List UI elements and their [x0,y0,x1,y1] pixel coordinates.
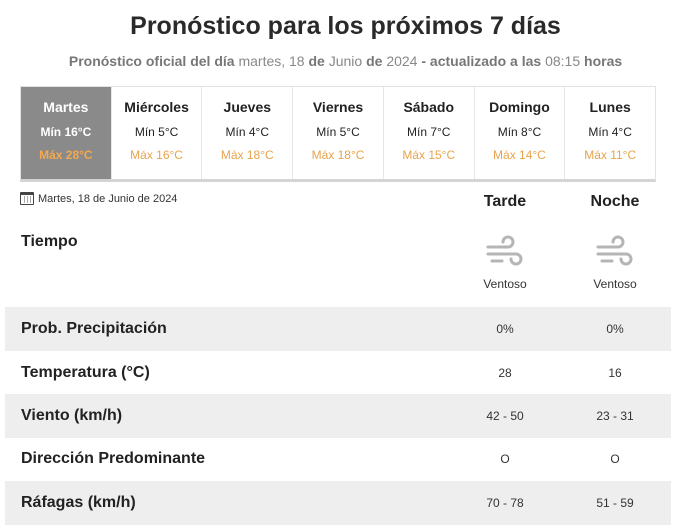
subtitle-time: 08:15 [545,53,581,69]
forecast-subtitle: Pronóstico oficial del día martes, 18 de… [0,53,691,69]
row-temperatura: Temperatura (°C) 28 16 [5,351,671,395]
weather-tarde: Ventoso [465,233,545,291]
tab-day-sabado[interactable]: Sábado Mín 7°C Máx 15°C [384,87,475,179]
wind-icon [596,235,633,266]
day-max-temp: Máx 11°C [584,148,637,162]
subtitle-date: martes, 18 [238,53,305,69]
subtitle-suffix: horas [584,53,623,69]
day-min-temp: Mín 4°C [225,125,270,139]
value-noche: O [610,452,620,466]
subtitle-de-2: de [366,53,383,69]
day-min-temp: Mín 5°C [316,125,360,139]
tab-day-miercoles[interactable]: Miércoles Mín 5°C Máx 16°C [112,87,203,179]
row-label: Viento (km/h) [21,407,123,424]
row-label: Prob. Precipitación [21,320,167,337]
day-name: Martes [43,99,89,115]
row-viento: Viento (km/h) 42 - 50 23 - 31 [5,394,671,438]
day-max-temp: Máx 14°C [493,148,546,162]
day-max-temp: Máx 18°C [311,148,365,162]
day-max-temp: Máx 16°C [130,148,183,162]
day-name: Viernes [312,99,364,115]
calendar-icon [20,192,34,205]
subtitle-updated: - actualizado a las [421,53,542,69]
value-tarde: 70 - 78 [486,496,524,510]
subtitle-year: 2024 [386,53,418,69]
row-direccion: Dirección Predominante O O [5,437,671,481]
value-noche: 16 [608,366,622,380]
subtitle-month: Junio [328,53,363,69]
tiempo-label: Tiempo [21,233,78,250]
row-label: Temperatura (°C) [21,364,150,381]
value-tarde: O [500,452,510,466]
value-noche: 23 - 31 [596,409,634,423]
weather-condition: Ventoso [483,277,527,291]
page-title: Pronóstico para los próximos 7 días [130,12,561,40]
tab-day-viernes[interactable]: Viernes Mín 5°C Máx 18°C [293,87,384,179]
day-min-temp: Mín 8°C [497,125,542,139]
day-max-temp: Máx 15°C [402,148,456,162]
row-rafagas: Ráfagas (km/h) 70 - 78 51 - 59 [5,481,671,525]
tab-day-lunes[interactable]: Lunes Mín 4°C Máx 11°C [565,87,655,179]
day-max-temp: Máx 18°C [220,148,274,162]
weather-noche: Ventoso [575,233,655,291]
day-tabs: Martes Mín 16°C Máx 28°C Miércoles Mín 5… [20,86,656,182]
row-label: Dirección Predominante [21,450,206,467]
tab-day-martes[interactable]: Martes Mín 16°C Máx 28°C [21,87,112,179]
day-min-temp: Mín 5°C [134,125,179,139]
selected-date: Martes, 18 de Junio de 2024 [20,192,177,205]
day-name: Lunes [589,99,631,115]
value-noche: 51 - 59 [596,496,634,510]
subtitle-de-1: de [308,53,325,69]
weather-condition: Ventoso [593,277,637,291]
value-noche: 0% [606,322,624,336]
day-min-temp: Mín 16°C [40,125,92,139]
day-max-temp: Máx 28°C [39,148,93,162]
day-name: Domingo [489,99,550,115]
day-min-temp: Mín 7°C [406,125,451,139]
column-header-tarde: Tarde [483,193,527,210]
day-min-temp: Mín 4°C [588,125,632,139]
value-tarde: 42 - 50 [486,409,524,423]
tab-day-jueves[interactable]: Jueves Mín 4°C Máx 18°C [202,87,294,179]
day-name: Sábado [403,99,455,115]
row-prob-precipitacion: Prob. Precipitación 0% 0% [5,307,671,351]
value-tarde: 0% [496,322,514,336]
column-header-noche: Noche [590,193,640,210]
selected-date-text: Martes, 18 de Junio de 2024 [38,192,178,205]
wind-icon [486,235,523,266]
subtitle-prefix: Pronóstico oficial del día [68,53,235,69]
row-label: Ráfagas (km/h) [21,494,136,511]
day-name: Jueves [223,99,272,115]
value-tarde: 28 [498,366,512,380]
day-name: Miércoles [124,99,189,115]
tab-day-domingo[interactable]: Domingo Mín 8°C Máx 14°C [475,87,566,179]
